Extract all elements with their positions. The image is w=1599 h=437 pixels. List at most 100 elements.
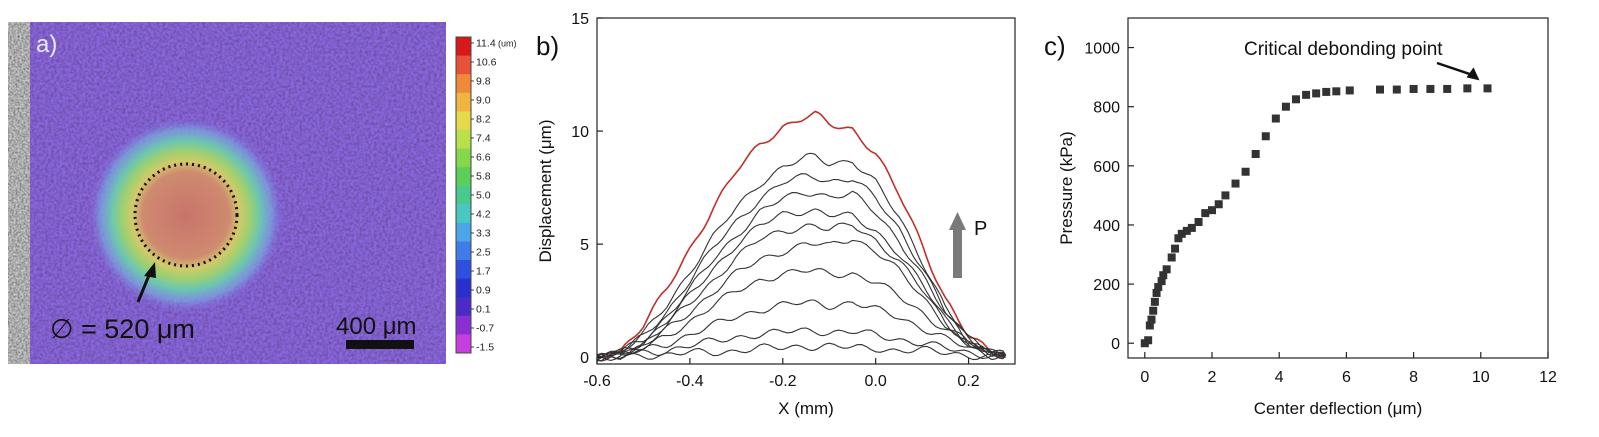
colorbar-segment: [456, 334, 471, 354]
y-tick-label: 0: [580, 350, 589, 367]
data-point: [1409, 84, 1418, 93]
colorbar-tick-label: 0.9: [476, 285, 491, 297]
scale-bar-label: 400 μm: [336, 313, 417, 340]
data-point: [1241, 167, 1250, 176]
data-point: [1159, 271, 1168, 280]
colorbar-segment: [456, 315, 471, 335]
diameter-arrow-head: [144, 262, 156, 278]
panel-b-label: b): [536, 31, 559, 61]
colorbar-segment: [456, 241, 471, 261]
colorbar-segment: [456, 204, 471, 224]
scale-bar: [346, 340, 414, 349]
data-point: [1292, 95, 1300, 104]
data-point: [1332, 87, 1341, 96]
panel-a-svg: a) ∅ = 520 μm 400 μm 11.4 10.6 9.8 9.0 8.2 7.…: [8, 22, 517, 364]
data-point: [1221, 191, 1230, 200]
data-point: [1376, 85, 1384, 94]
x-tick-label: 2: [1208, 369, 1217, 386]
data-point: [1150, 297, 1159, 306]
series-line: [596, 342, 1006, 361]
data-point: [1231, 179, 1240, 188]
plot-frame: [1127, 17, 1549, 359]
data-point: [1261, 132, 1270, 141]
gray-edge-texture: [8, 22, 30, 364]
colorbar-segment: [456, 297, 471, 317]
data-point: [1147, 315, 1156, 324]
plot-frame: [596, 17, 1016, 365]
data-point: [1152, 288, 1161, 297]
data-point: [1281, 102, 1290, 111]
data-point: [1312, 89, 1321, 98]
colorbar-tick-label: 4.2: [476, 209, 491, 221]
colorbar-unit: (um): [498, 39, 517, 49]
data-point: [1187, 223, 1196, 232]
diameter-label: ∅ = 520 μm: [50, 314, 195, 344]
colorbar-segment: [456, 129, 471, 150]
colorbar-tick-label: 10.6: [476, 57, 497, 69]
series-line-final: [596, 110, 1007, 359]
x-tick-label: 0.2: [957, 373, 979, 390]
data-point: [1162, 265, 1171, 274]
y-tick-label: 600: [1093, 159, 1120, 176]
pressure-arrow-label: P: [974, 218, 987, 240]
series-line: [596, 299, 1006, 362]
colorbar-segment: [456, 222, 471, 242]
displacement-chart: b) -0.6 -0.4 -0.2 0.0 0.2 0 5 10 15 X (mm) Displace…: [536, 11, 1016, 418]
colorbar-segment: [456, 74, 471, 94]
x-tick-label: -0.4: [676, 373, 704, 390]
colorbar-tick-label: 7.4: [476, 133, 491, 145]
data-point: [1483, 84, 1492, 93]
x-tick-label: -0.2: [769, 373, 797, 390]
data-point: [1345, 86, 1354, 95]
series-line: [596, 173, 1006, 361]
series-line: [596, 190, 1006, 357]
y-axis-label: Displacement (μm): [536, 120, 555, 263]
data-point: [1167, 253, 1176, 262]
debond-boundary-circle: [133, 162, 239, 268]
series-line: [596, 239, 1006, 360]
colorbar: 11.4 10.6 9.8 9.0 8.2 7.4 6.6 5.8 5.0 4.2 3.3 2.5 1.…: [455, 36, 517, 354]
data-point: [1171, 244, 1180, 253]
y-tick-label: 800: [1093, 100, 1120, 117]
data-point: [1214, 200, 1223, 209]
critical-point-arrow: [1436, 61, 1474, 77]
panel-a: a) ∅ = 520 μm 400 μm 11.4 10.6 9.8 9.0 8.2 7.…: [0, 0, 520, 432]
panel-c: c) 0 2 4 6 8 10 12 0 200 400 600 800 1000 Center defle…: [1030, 0, 1599, 432]
y-tick-label: 5: [580, 237, 589, 254]
colorbar-tick-label: 11.4: [476, 38, 496, 50]
data-point: [1251, 150, 1260, 158]
y-tick-label: 200: [1093, 277, 1120, 294]
series-line: [596, 152, 1006, 362]
data-point: [1392, 85, 1401, 94]
data-point: [1174, 234, 1183, 243]
data-point: [1201, 209, 1210, 218]
colorbar-tick-label: 5.0: [476, 190, 491, 202]
data-point: [1443, 84, 1452, 93]
y-axis-label: Pressure (kPa): [1057, 131, 1076, 244]
colorbar-tick-label: 8.2: [476, 114, 491, 126]
panel-b: b) -0.6 -0.4 -0.2 0.0 0.2 0 5 10 15 X (mm) Displace…: [520, 0, 1030, 432]
data-point: [1194, 218, 1203, 226]
data-point: [1322, 87, 1331, 96]
series-line: [596, 222, 1007, 359]
x-tick-label: 6: [1342, 369, 1351, 386]
pressure-chart: c) 0 2 4 6 8 10 12 0 200 400 600 800 1000 Center defle…: [1044, 17, 1557, 418]
data-point: [1426, 84, 1435, 93]
x-tick-label: 0.0: [865, 373, 887, 390]
colorbar-tick-label: 1.7: [476, 266, 491, 278]
colorbar-tick-label: 9.0: [476, 95, 491, 107]
colorbar-segment: [456, 92, 471, 112]
colorbar-tick-label: -1.5: [476, 342, 494, 354]
data-point: [1154, 283, 1163, 292]
colorbar-tick-label: 5.8: [476, 171, 491, 183]
colorbar-segment: [456, 167, 471, 187]
critical-point-arrow-head: [1466, 67, 1480, 81]
data-point: [1177, 229, 1186, 238]
data-point: [1157, 277, 1166, 286]
x-axis-label: X (mm): [778, 399, 834, 418]
colorbar-segment: [456, 185, 471, 205]
y-tick-label: 1000: [1084, 41, 1120, 58]
colorbar-tick-label: 3.3: [476, 228, 491, 240]
x-tick-label: 0: [1140, 369, 1149, 386]
data-point: [1144, 336, 1153, 345]
